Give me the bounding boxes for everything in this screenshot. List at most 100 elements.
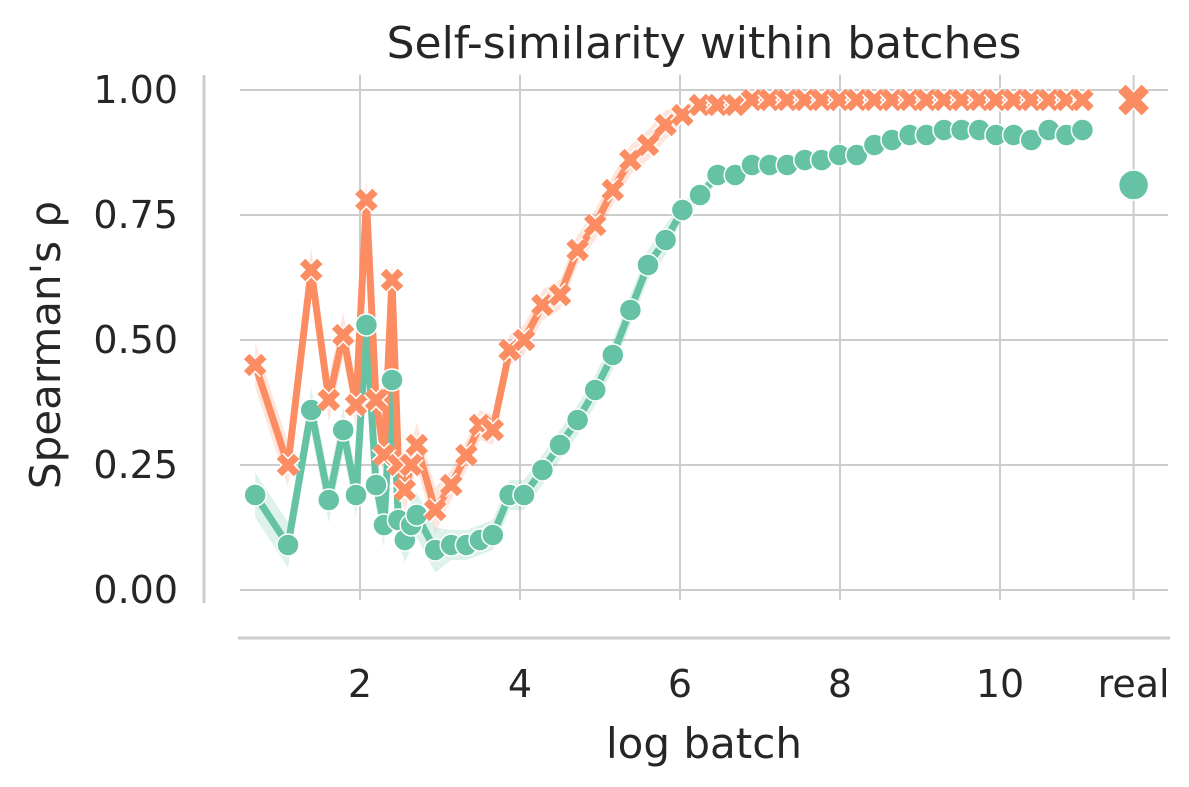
series-2-point: [949, 87, 974, 113]
series-1-point: [636, 253, 660, 277]
series-2-point: [809, 87, 834, 113]
x-marker-stroke: [740, 88, 764, 112]
x-marker-stroke: [932, 88, 956, 112]
series-1-point: [530, 458, 555, 482]
x-marker-stroke: [601, 178, 625, 202]
x-marker-stroke: [566, 238, 589, 262]
y-tick-label: 0.00: [93, 568, 178, 612]
series-2-point: [1070, 87, 1095, 113]
series-1-point: [688, 183, 712, 207]
x-marker-stroke: [512, 328, 536, 352]
series-2-point: [363, 387, 389, 413]
series-2-point: [242, 352, 268, 378]
x-marker-stroke: [1002, 88, 1025, 112]
x-marker-stroke: [827, 88, 851, 112]
series-2-point: [565, 237, 590, 263]
y-tick-label: 0.75: [93, 193, 178, 237]
series-1-point: [670, 198, 695, 222]
x-marker-stroke: [984, 88, 1008, 112]
x-marker-stroke: [364, 388, 388, 412]
x-marker-stroke: [455, 443, 478, 467]
series-2-point: [582, 212, 608, 238]
x-marker-stroke: [393, 478, 417, 502]
x-marker-stroke: [344, 393, 368, 417]
series-2-point: [774, 87, 800, 113]
x-marker-stroke: [372, 443, 396, 467]
x-axis-label: log batch: [606, 719, 802, 768]
x-marker-stroke: [810, 88, 833, 112]
x-marker-stroke: [276, 453, 300, 477]
x-tick-label: 8: [828, 662, 852, 706]
x-marker-stroke: [915, 88, 938, 112]
series-1-point: [845, 143, 869, 167]
series-2-point: [670, 102, 695, 128]
series-2-point: [826, 87, 852, 113]
series-2-point: [298, 257, 324, 283]
x-marker-stroke: [1019, 88, 1043, 112]
x-tick-label-real: real: [1098, 662, 1170, 706]
x-marker-stroke: [380, 268, 404, 292]
series-1-point: [512, 483, 536, 507]
x-marker-stroke: [531, 293, 554, 317]
x-marker-stroke: [439, 473, 463, 497]
series-2-point: [983, 87, 1009, 113]
series-1-point: [1070, 118, 1095, 142]
x-marker-stroke: [671, 103, 694, 127]
x-marker-stroke: [583, 213, 607, 237]
x-marker-stroke: [723, 93, 747, 117]
y-tick-label: 0.25: [93, 443, 178, 487]
series-1-point: [243, 483, 267, 507]
series-1-point: [354, 313, 379, 337]
x-marker-stroke: [758, 88, 781, 112]
x-marker-stroke: [1037, 88, 1061, 112]
series-2-point: [914, 87, 939, 113]
x-marker-stroke: [636, 133, 660, 157]
series-1-point: [481, 523, 505, 547]
series-2-point: [398, 452, 424, 478]
y-tick-label: 0.50: [93, 318, 178, 362]
series-1-point: [276, 533, 300, 557]
series-2-point: [316, 387, 342, 413]
x-marker-stroke: [845, 88, 869, 112]
x-marker-stroke: [468, 413, 492, 437]
series-2-point: [1036, 87, 1062, 113]
x-marker-stroke: [880, 88, 904, 112]
x-marker-stroke: [706, 93, 729, 117]
x-marker-stroke: [399, 453, 423, 477]
x-marker-stroke: [619, 148, 642, 172]
series-2-point: [757, 87, 782, 113]
series-2-point: [392, 477, 418, 503]
x-marker-stroke: [688, 93, 712, 117]
series-2-point: [931, 87, 957, 113]
x-marker-stroke: [299, 258, 323, 282]
series-2-point: [844, 87, 870, 113]
series-2-point: [354, 187, 379, 213]
series-1-point: [548, 433, 572, 457]
series-2-point: [404, 432, 430, 458]
series-1-point: [653, 228, 678, 252]
x-tick-label: 10: [976, 662, 1024, 706]
x-marker-stroke: [481, 418, 505, 442]
series-1-point: [331, 418, 355, 442]
y-tick-label: 1.00: [93, 68, 178, 112]
series-2-point: [422, 497, 448, 523]
tick-labels: 0.00 0.25 0.50 0.75 1.00 2 4 6 8 10 real: [93, 68, 1169, 706]
x-marker-stroke: [405, 433, 429, 457]
series-1-point: [380, 368, 404, 392]
x-marker-stroke: [863, 88, 886, 112]
series-2-point: [454, 442, 479, 468]
series-2-point: [480, 417, 506, 443]
x-tick-label: 2: [348, 662, 372, 706]
series-2-point: [1018, 87, 1044, 113]
x-marker-stroke: [1071, 88, 1094, 112]
series-1-point: [1019, 128, 1043, 152]
x-tick-label: 6: [668, 662, 692, 706]
series-2-point: [438, 472, 464, 498]
series-2-point: [879, 87, 905, 113]
series-1-point: [618, 298, 643, 322]
x-marker-stroke: [355, 188, 378, 212]
axes: [202, 75, 1170, 640]
series-2-point: [862, 87, 887, 113]
series-2-point: [379, 267, 405, 293]
series-1-point: [344, 483, 368, 507]
